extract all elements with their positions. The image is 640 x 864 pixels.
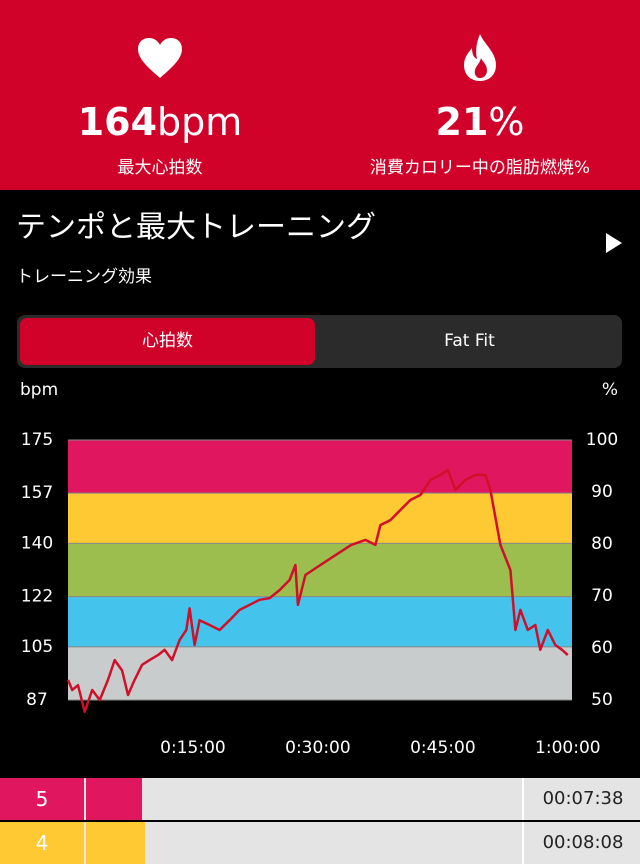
y-tick-label: 175: [21, 430, 53, 450]
y2-axis-label: %: [602, 380, 618, 400]
y-tick-label: 157: [21, 483, 53, 503]
y-tick-label: 122: [21, 587, 53, 607]
y-tick-label: 87: [26, 690, 48, 710]
x-tick-label: 0:15:00: [160, 738, 226, 758]
chart: bpm % 87 105 122 140 157 175 50 60 70 80 90 100 0:15…: [20, 380, 618, 758]
y-tick-label: 140: [21, 533, 53, 553]
zone-band: [68, 543, 572, 597]
y2-tick-label: 90: [591, 482, 613, 502]
y2-tick-label: 60: [591, 638, 613, 658]
zone-time: 00:08:08: [522, 822, 640, 864]
y-tick-label: 105: [21, 637, 53, 657]
heart-rate-line: [66, 468, 569, 714]
zone-band: [68, 596, 572, 647]
zone-band: [68, 646, 572, 700]
tab-active[interactable]: 心拍数: [20, 318, 315, 365]
stat-value: 164bpm: [77, 100, 243, 144]
x-tick-label: 0:45:00: [410, 738, 476, 758]
x-tick-label: 0:30:00: [285, 738, 351, 758]
tab-bar: 心拍数 Fat Fit: [17, 315, 622, 368]
stat-label: 最大心拍数: [117, 158, 203, 178]
zone-band: [68, 493, 572, 544]
flame-icon: [464, 34, 496, 81]
play-arrow[interactable]: [606, 233, 622, 253]
y2-tick-label: 50: [591, 690, 613, 710]
stat-value: 21%: [435, 100, 525, 144]
x-tick-label: 1:00:00: [535, 738, 601, 758]
y-axis-label: bpm: [20, 380, 58, 400]
zone-bar: [86, 822, 145, 864]
section-title: テンポと最大トレーニング: [16, 210, 376, 245]
zone-row: 5 00:07:38: [0, 778, 640, 820]
y2-tick-label: 80: [591, 534, 613, 554]
zone-number: 5: [0, 778, 84, 820]
zone-bar: [86, 778, 142, 820]
tab[interactable]: Fat Fit: [444, 331, 495, 351]
stat-label: 消費カロリー中の脂肪燃焼%: [369, 158, 591, 178]
heart-icon: [138, 38, 182, 78]
y2-tick-label: 100: [586, 430, 618, 450]
zone-row: 4 00:08:08: [0, 822, 640, 864]
zone-band: [68, 440, 572, 494]
y2-tick-label: 70: [591, 586, 613, 606]
section-subtitle: トレーニング効果: [16, 267, 152, 287]
zone-number: 4: [0, 822, 84, 864]
header: 164bpm 最大心拍数 21% 消費カロリー中の脂肪燃焼%: [0, 0, 640, 190]
zone-time: 00:07:38: [522, 778, 640, 820]
